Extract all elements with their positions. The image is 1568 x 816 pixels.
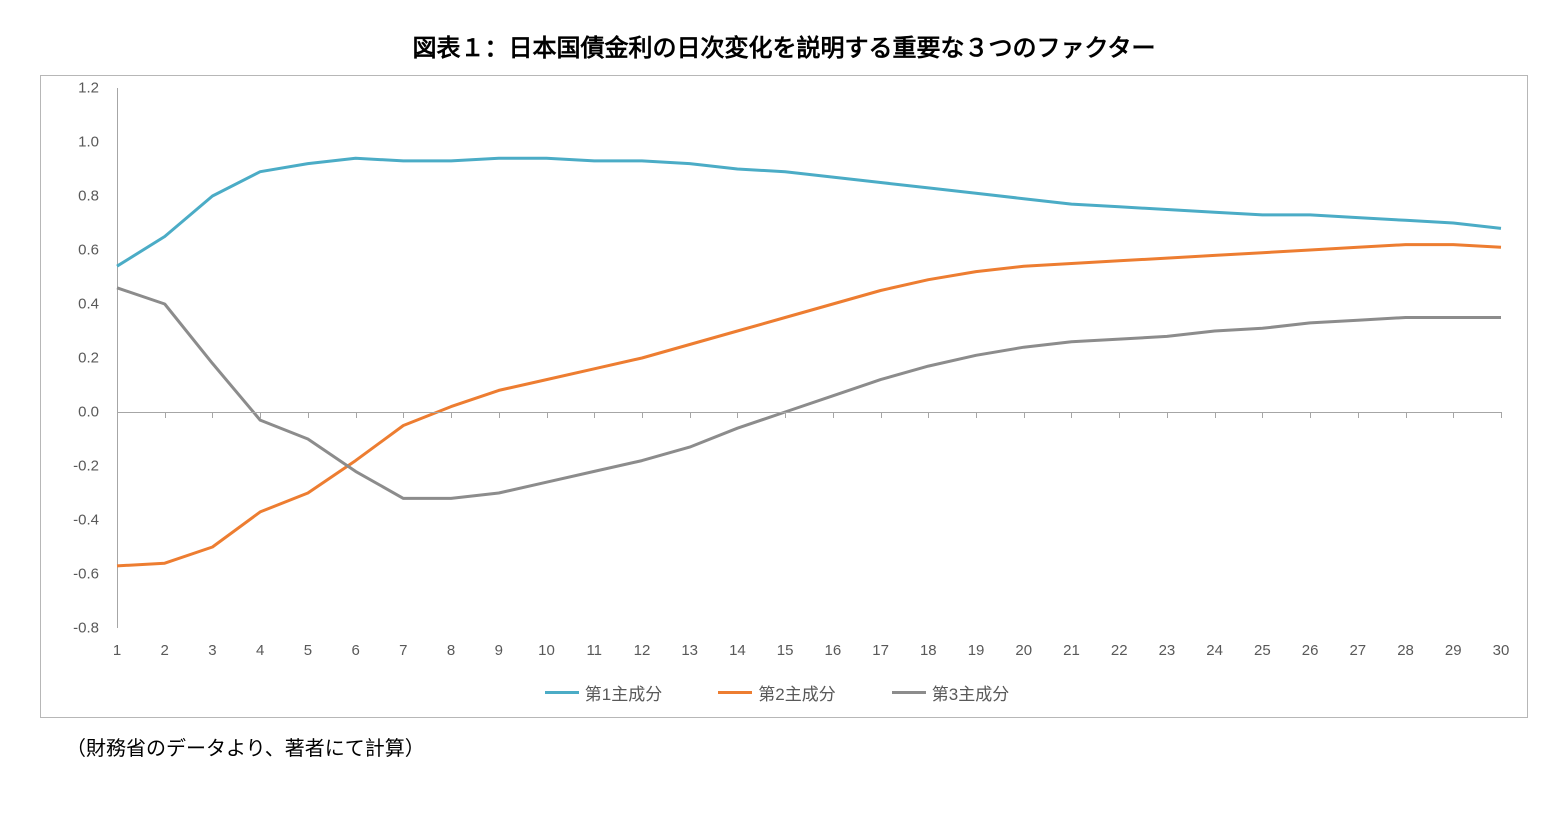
x-tick-label: 13	[681, 642, 698, 659]
legend-label: 第1主成分	[585, 680, 662, 705]
x-tick-label: 16	[825, 642, 842, 659]
x-tick-label: 3	[208, 642, 216, 659]
x-tick-label: 14	[729, 642, 746, 659]
legend-swatch	[718, 691, 752, 694]
legend-item: 第3主成分	[892, 680, 1009, 705]
source-note: （財務省のデータより、著者にて計算）	[40, 732, 1528, 761]
x-tick-label: 6	[351, 642, 359, 659]
y-tick-label: -0.8	[73, 620, 99, 637]
x-tick-label: 20	[1015, 642, 1032, 659]
x-tick-label: 19	[968, 642, 985, 659]
x-tick-label: 9	[495, 642, 503, 659]
x-tick-label: 8	[447, 642, 455, 659]
y-tick-label: 1.0	[78, 134, 99, 151]
legend-label: 第2主成分	[758, 680, 835, 705]
x-tick-label: 2	[161, 642, 169, 659]
series-line	[117, 288, 1501, 499]
x-tick-label: 12	[634, 642, 651, 659]
x-tick-label: 17	[872, 642, 889, 659]
legend-label: 第3主成分	[932, 680, 1009, 705]
x-tick-label: 30	[1493, 642, 1510, 659]
x-tick-label: 26	[1302, 642, 1319, 659]
y-tick-label: 0.2	[78, 350, 99, 367]
x-tick-label: 4	[256, 642, 264, 659]
chart-legend: 第1主成分 第2主成分 第3主成分	[47, 680, 1507, 709]
chart-lines	[117, 88, 1501, 628]
legend-swatch	[545, 691, 579, 694]
chart-frame: -0.8-0.6-0.4-0.20.00.20.40.60.81.01.2 12…	[40, 75, 1528, 718]
y-axis: -0.8-0.6-0.4-0.20.00.20.40.60.81.01.2	[47, 88, 107, 628]
x-axis: 1234567891011121314151617181920212223242…	[117, 634, 1501, 670]
x-tick-label: 28	[1397, 642, 1414, 659]
y-tick-label: -0.2	[73, 458, 99, 475]
plot-area	[117, 88, 1501, 628]
legend-item: 第2主成分	[718, 680, 835, 705]
x-tick-label: 27	[1349, 642, 1366, 659]
x-tick-label: 25	[1254, 642, 1271, 659]
x-tick-label: 21	[1063, 642, 1080, 659]
y-tick-label: 0.8	[78, 188, 99, 205]
y-tick-label: -0.4	[73, 512, 99, 529]
legend-item: 第1主成分	[545, 680, 662, 705]
x-tick-label: 7	[399, 642, 407, 659]
x-tick-label: 29	[1445, 642, 1462, 659]
y-tick-label: 0.6	[78, 242, 99, 259]
x-tick-label: 11	[586, 642, 602, 659]
y-tick-label: 0.0	[78, 404, 99, 421]
x-tick-label: 15	[777, 642, 794, 659]
y-tick-label: 1.2	[78, 80, 99, 97]
x-tick-label: 23	[1159, 642, 1176, 659]
y-tick-label: -0.6	[73, 566, 99, 583]
x-tick-label: 24	[1206, 642, 1223, 659]
x-tick-label: 22	[1111, 642, 1128, 659]
chart-plot: -0.8-0.6-0.4-0.20.00.20.40.60.81.01.2 12…	[47, 88, 1507, 670]
y-tick-label: 0.4	[78, 296, 99, 313]
x-tick-label: 1	[113, 642, 121, 659]
x-tick-label: 5	[304, 642, 312, 659]
legend-swatch	[892, 691, 926, 694]
x-tick-label: 18	[920, 642, 937, 659]
chart-title: 図表１：日本国債金利の日次変化を説明する重要な３つのファクター	[40, 28, 1528, 63]
x-tick-label: 10	[538, 642, 555, 659]
